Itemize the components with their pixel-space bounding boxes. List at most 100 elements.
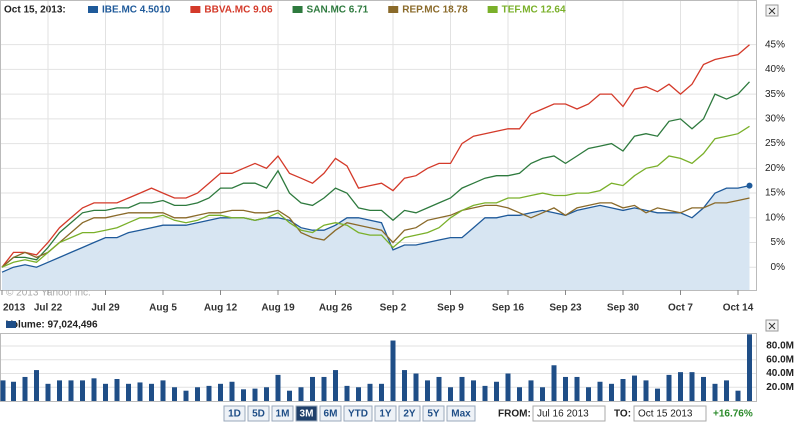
x-tick-label: Sep 2 (380, 303, 407, 314)
bar (712, 383, 718, 401)
bar (655, 388, 660, 401)
bar (34, 370, 39, 401)
range-button[interactable] (247, 405, 270, 422)
bar (701, 376, 706, 401)
bar (218, 383, 223, 401)
bar (252, 388, 258, 401)
from-label: FROM: (498, 409, 531, 420)
bar (103, 383, 108, 401)
range-button-label[interactable]: 2Y (403, 409, 416, 420)
bar (57, 380, 62, 401)
bar (275, 374, 281, 401)
range-button-label[interactable]: 1Y (379, 409, 392, 420)
bar (298, 387, 304, 401)
x-tick-label: 2013 (3, 303, 26, 314)
bar (0, 380, 6, 401)
bar (68, 380, 74, 401)
line (1, 125, 750, 268)
bar (126, 383, 131, 401)
x-tick-label: Sep 9 (437, 303, 464, 314)
line (1, 184, 750, 273)
range-button-label[interactable]: 1D (228, 409, 241, 420)
x-tick-label: Oct 14 (723, 303, 754, 314)
legend-swatch (6, 321, 16, 328)
bar (643, 380, 649, 401)
range-button[interactable] (319, 405, 342, 422)
bar (459, 376, 465, 401)
legend-entry: REP.MC 18.78 (402, 5, 468, 16)
bar (229, 381, 235, 401)
range-button-label[interactable]: YTD (348, 409, 368, 420)
y-tick-label: 20.0M (766, 382, 794, 393)
close-button[interactable] (765, 4, 779, 17)
x-tick-label: Sep 23 (549, 303, 582, 314)
bar (563, 376, 568, 401)
y-tick-label: 60.0M (766, 354, 794, 365)
bar (528, 380, 534, 401)
x-tick-label: Jul 29 (91, 303, 120, 314)
x-tick-label: Jul 22 (34, 303, 63, 314)
range-button-label[interactable]: 5D (252, 409, 265, 420)
bar (747, 334, 752, 401)
bar (114, 379, 120, 401)
y-tick-label: 80.0M (766, 341, 794, 352)
bar (264, 387, 269, 401)
close-button[interactable] (765, 319, 779, 332)
range-button-label[interactable]: Max (451, 409, 471, 420)
legend-entry: SAN.MC 6.71 (307, 5, 369, 16)
legend-swatch (292, 6, 303, 13)
legend-entry: IBE.MC 4.5010 (102, 5, 171, 16)
bar (494, 381, 499, 401)
y-tick-label: 0% (771, 262, 786, 273)
from-input[interactable] (532, 405, 606, 422)
x-tick-label: Sep 30 (607, 303, 640, 314)
x-tick-label: Aug 19 (261, 303, 295, 314)
bar (551, 365, 557, 401)
bar (344, 385, 350, 401)
y-tick-label: 15% (765, 188, 785, 199)
bar (632, 375, 637, 401)
bar (45, 383, 51, 401)
range-button[interactable] (398, 405, 421, 422)
volume-title: Volume: 97,024,496 (6, 320, 98, 331)
bar (310, 376, 315, 401)
range-button[interactable] (343, 405, 373, 422)
x-tick-label: Oct 7 (668, 303, 693, 314)
end-point (746, 182, 753, 189)
bar (471, 380, 476, 401)
bar (413, 373, 419, 401)
volume-frame (0, 333, 757, 402)
bar (206, 385, 212, 401)
bar (609, 383, 614, 401)
bar (287, 390, 292, 401)
range-button-label[interactable]: 5Y (427, 409, 440, 420)
bar (333, 370, 338, 401)
to-value[interactable]: Oct 15 2013 (638, 409, 693, 420)
bar (597, 381, 603, 401)
range-button[interactable] (422, 405, 445, 422)
bar (678, 372, 683, 401)
range-button[interactable] (295, 405, 318, 422)
y-tick-label: 10% (765, 212, 785, 223)
range-button[interactable] (223, 405, 246, 422)
range-button[interactable] (271, 405, 294, 422)
legend-entry: TEF.MC 12.64 (502, 5, 566, 16)
bar (137, 382, 143, 401)
from-value[interactable]: Jul 16 2013 (537, 409, 589, 420)
bar (448, 387, 453, 401)
range-button-label[interactable]: 1M (276, 409, 290, 420)
range-button[interactable] (374, 405, 397, 422)
range-button-label[interactable]: 3M (300, 409, 314, 420)
bar (11, 381, 16, 401)
area (2, 185, 750, 290)
bar (735, 390, 741, 401)
range-button-label[interactable]: 6M (324, 409, 338, 420)
legend-swatch (190, 6, 201, 13)
range-button[interactable] (446, 405, 476, 422)
bar (517, 387, 522, 401)
x-tick-label: Aug 5 (149, 303, 177, 314)
bar (586, 387, 591, 401)
to-input[interactable] (633, 405, 707, 422)
y-tick-label: 5% (771, 237, 786, 248)
